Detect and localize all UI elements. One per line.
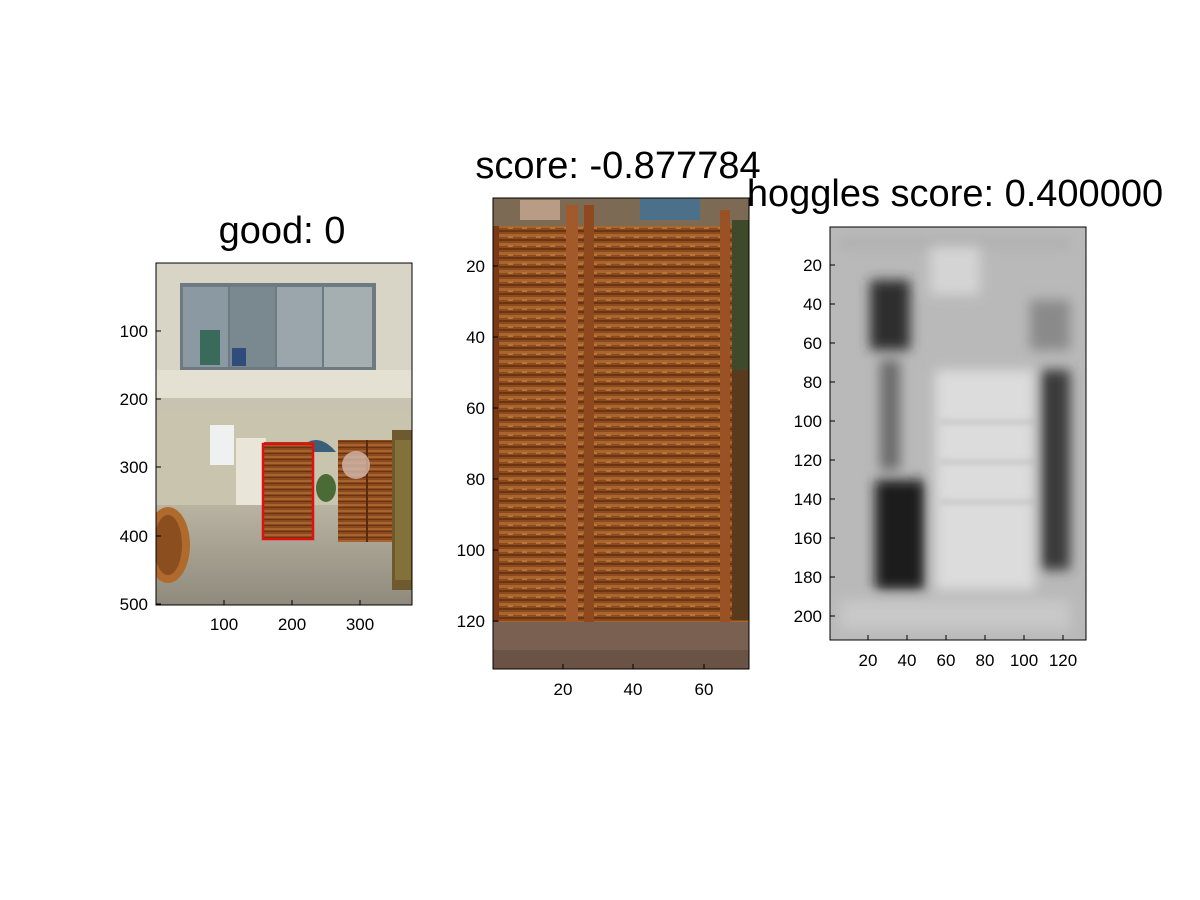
tick-label: 80	[976, 651, 995, 670]
tick-label: 100	[120, 322, 148, 341]
hoggles-image	[829, 226, 1087, 641]
tick-label: 80	[466, 470, 485, 489]
tick-label: 100	[210, 615, 238, 634]
tick-label: 200	[120, 390, 148, 409]
tick-label: 20	[466, 257, 485, 276]
tick-label: 180	[794, 568, 822, 587]
tick-label: 60	[937, 651, 956, 670]
panel-2-x-axis: 20 40 60	[554, 664, 714, 699]
tick-label: 400	[120, 527, 148, 546]
tick-label: 20	[803, 256, 822, 275]
tick-label: 20	[859, 651, 878, 670]
tick-label: 120	[794, 451, 822, 470]
panel-3-x-axis: 20 40 60 80 100 120	[859, 635, 1077, 670]
panel-3-title: hoggles score: 0.400000	[747, 173, 1163, 215]
tick-label: 60	[466, 399, 485, 418]
tick-label: 120	[457, 612, 485, 631]
tick-label: 100	[794, 412, 822, 431]
panel-2: score: -0.877784	[457, 145, 761, 699]
tick-label: 100	[1010, 651, 1038, 670]
room-photo	[155, 262, 413, 606]
panel-3: hoggles score: 0.400000	[747, 173, 1163, 670]
tick-label: 120	[1049, 651, 1077, 670]
tick-label: 40	[803, 295, 822, 314]
panel-3-y-axis: 20 40 60 80 100 120 140 160 180 200	[794, 256, 835, 626]
tick-label: 100	[457, 541, 485, 560]
tick-label: 60	[695, 680, 714, 699]
tick-label: 200	[794, 607, 822, 626]
tick-label: 200	[278, 615, 306, 634]
tick-label: 40	[898, 651, 917, 670]
tick-label: 20	[554, 680, 573, 699]
panel-2-y-axis: 20 40 60 80 100 120	[457, 257, 498, 631]
tick-label: 160	[794, 529, 822, 548]
panel-1: good: 0	[120, 210, 413, 634]
tick-label: 80	[803, 373, 822, 392]
panel-2-title: score: -0.877784	[475, 145, 760, 187]
tick-label: 300	[346, 615, 374, 634]
tick-label: 40	[624, 680, 643, 699]
tick-label: 300	[120, 458, 148, 477]
screen-crop-image	[492, 197, 750, 670]
panel-1-title: good: 0	[219, 210, 346, 252]
tick-label: 500	[120, 595, 148, 614]
panel-1-y-axis: 100 200 300 400 500	[120, 322, 161, 614]
tick-label: 60	[803, 334, 822, 353]
tick-label: 140	[794, 490, 822, 509]
tick-label: 40	[466, 328, 485, 347]
panel-1-x-axis: 100 200 300	[210, 600, 374, 634]
detection-box	[261, 442, 315, 541]
